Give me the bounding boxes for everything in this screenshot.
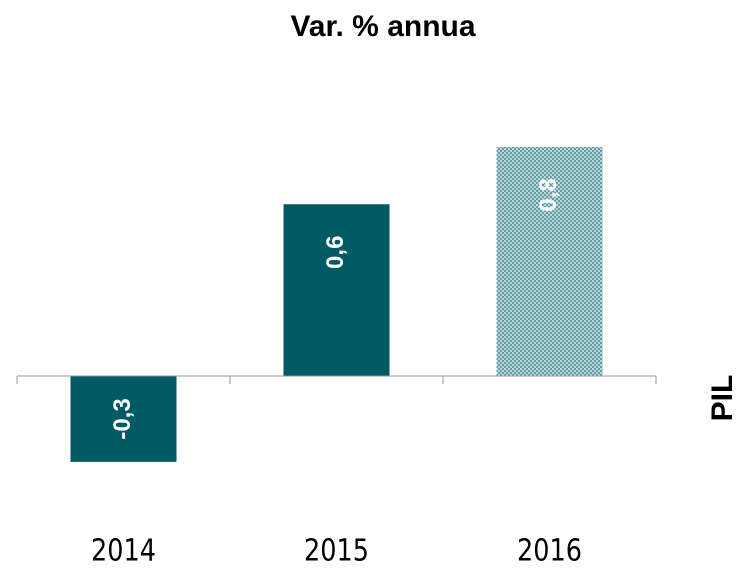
value-label: 0,8 <box>535 178 562 211</box>
x-tick-label: 2016 <box>517 533 582 569</box>
value-label: 0,6 <box>322 236 349 269</box>
bar <box>70 376 177 462</box>
bar <box>283 204 390 376</box>
chart-title: Var. % annua <box>290 10 475 43</box>
bar <box>496 147 603 376</box>
value-label: -0,3 <box>109 398 136 439</box>
x-tick-label: 2015 <box>304 533 369 569</box>
side-label: PIL <box>706 375 739 422</box>
x-tick-label: 2014 <box>91 533 156 569</box>
